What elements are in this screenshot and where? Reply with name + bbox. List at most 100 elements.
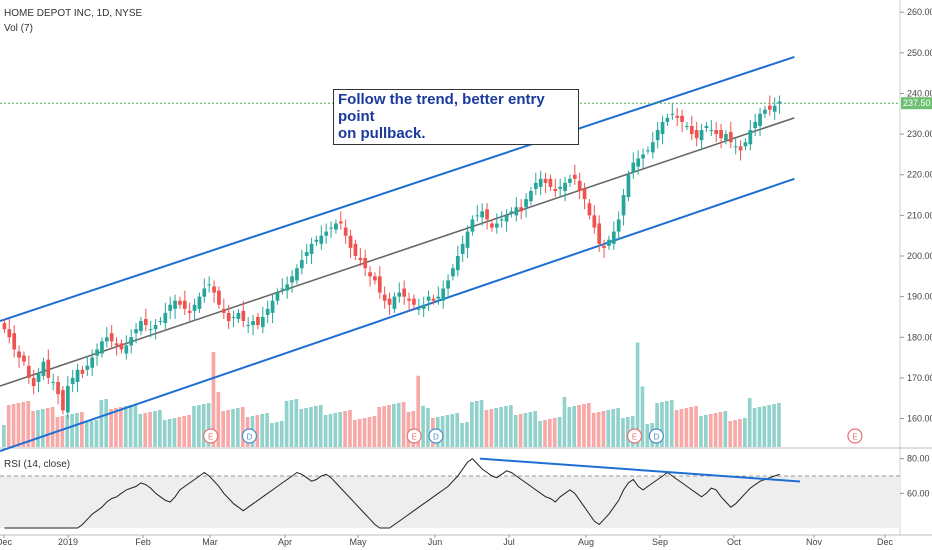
candle-body: [36, 373, 41, 382]
volume-bar: [450, 414, 455, 447]
candle-body: [197, 296, 202, 309]
candle-body: [426, 296, 431, 301]
volume-bar: [762, 406, 767, 447]
volume-bar: [104, 399, 109, 447]
volume-bar: [240, 407, 245, 447]
time-tick-label: Nov: [806, 537, 823, 547]
candle-body: [602, 245, 606, 248]
volume-bar: [182, 416, 187, 447]
candle-body: [538, 178, 543, 187]
time-tick-label: Dec: [877, 537, 894, 547]
candle-body: [397, 292, 402, 297]
event-marker-label: D: [247, 433, 253, 442]
volume-bar: [328, 414, 333, 447]
volume-bar: [275, 422, 279, 447]
volume-bar: [557, 417, 562, 447]
volume-bar: [236, 408, 240, 447]
event-marker-label: D: [653, 433, 659, 442]
candle-body: [241, 310, 246, 322]
volume-bar: [387, 405, 391, 447]
candle-body: [582, 188, 587, 200]
candle-body: [650, 142, 655, 153]
volume-bar: [426, 408, 430, 447]
volume-bar: [562, 397, 567, 447]
volume-bar: [80, 412, 84, 447]
candle-body: [75, 369, 80, 382]
volume-bar: [767, 405, 772, 447]
candle-body: [519, 207, 524, 212]
candle-body: [329, 227, 333, 229]
volume-bar: [552, 418, 557, 447]
candle-body: [636, 158, 641, 167]
candle-body: [533, 182, 538, 189]
candle-body: [212, 286, 216, 293]
volume-bar: [265, 413, 269, 447]
volume-bar: [289, 400, 294, 447]
volume-bar: [75, 413, 79, 447]
candle-body: [314, 239, 319, 242]
candle-body: [129, 337, 134, 346]
volume-bar: [582, 404, 586, 447]
volume-bar: [611, 409, 616, 447]
event-marker-d: D: [241, 428, 258, 444]
candle-body: [572, 174, 577, 179]
event-marker-e: E: [626, 428, 643, 444]
candle-body: [670, 113, 675, 115]
volume-bar: [367, 417, 372, 447]
candle-body: [17, 351, 21, 358]
candle-body: [153, 325, 158, 330]
volume-bar: [338, 412, 343, 447]
volume-bar: [270, 423, 274, 447]
candle-body: [231, 316, 236, 318]
candle-body: [134, 329, 138, 334]
volume-bar: [518, 414, 523, 447]
candle-body: [758, 113, 762, 126]
price-tick-label: 190.00: [907, 292, 932, 302]
candle-body: [733, 146, 738, 148]
candle-body: [441, 288, 446, 301]
candle-body: [748, 130, 753, 145]
volume-bar: [50, 407, 55, 447]
volume-bar: [538, 421, 542, 447]
volume-bar: [392, 404, 396, 447]
candle-body: [416, 308, 421, 310]
candle-body: [621, 195, 626, 216]
candle-body: [343, 227, 348, 236]
candle-body: [548, 178, 553, 187]
volume-bar: [772, 404, 776, 447]
volume-bar: [172, 418, 177, 447]
candle-body: [724, 134, 728, 141]
volume-bar: [16, 403, 21, 447]
volume-bar: [353, 420, 357, 447]
candle-body: [402, 288, 407, 297]
candle-body: [455, 256, 460, 271]
volume-bar: [343, 411, 347, 447]
volume-bar: [138, 414, 143, 447]
candle-body: [100, 341, 104, 354]
candle-body: [504, 215, 509, 222]
candle-body: [699, 130, 704, 141]
candle-body: [109, 333, 114, 342]
event-marker-label: E: [632, 433, 637, 442]
time-tick-label: Feb: [135, 537, 151, 547]
volume-bar: [533, 411, 538, 447]
volume-bar: [591, 413, 596, 447]
candle-body: [694, 130, 699, 139]
volume-bar: [260, 414, 265, 447]
annotation-note[interactable]: Follow the trend, better entry point on …: [333, 89, 579, 145]
candle-body: [485, 209, 489, 220]
candle-body: [480, 211, 485, 218]
candle-body: [260, 316, 265, 328]
candle-body: [377, 276, 382, 293]
candle-body: [714, 130, 719, 135]
volume-bar: [65, 415, 70, 447]
volume-bar: [416, 375, 421, 447]
volume-bar: [201, 404, 206, 447]
volume-bar: [543, 420, 547, 447]
candle-body: [509, 211, 514, 214]
candle-body: [270, 300, 275, 313]
price-tick-label: 200.00: [907, 251, 932, 261]
annotation-line-2: on pullback.: [338, 125, 426, 142]
volume-bar: [21, 402, 26, 447]
candle-body: [529, 190, 533, 202]
